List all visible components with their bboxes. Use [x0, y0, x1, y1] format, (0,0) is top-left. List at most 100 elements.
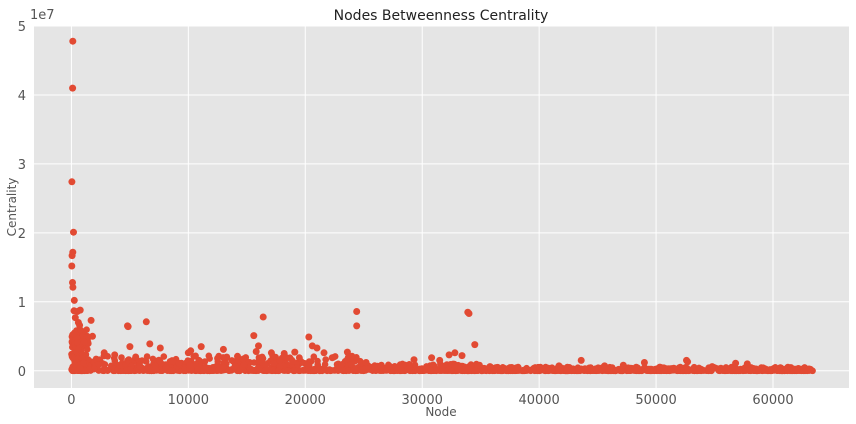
data-point	[451, 349, 459, 357]
data-point	[555, 362, 563, 370]
data-point	[142, 358, 150, 365]
data-point	[100, 349, 108, 357]
data-point	[118, 354, 125, 361]
data-point	[514, 363, 522, 371]
data-point	[255, 357, 263, 365]
data-points	[68, 37, 816, 375]
data-point	[732, 359, 740, 367]
data-point	[291, 367, 299, 375]
plot-area	[34, 26, 849, 388]
data-point	[228, 357, 236, 364]
data-point	[612, 367, 619, 375]
data-point	[371, 364, 379, 371]
data-point	[644, 366, 651, 374]
data-point	[806, 365, 814, 373]
data-point	[508, 364, 516, 371]
data-point	[146, 340, 154, 348]
data-point	[220, 358, 228, 366]
data-point	[743, 360, 751, 368]
data-point	[85, 366, 93, 374]
data-point	[74, 339, 81, 346]
data-point	[156, 344, 164, 352]
data-point	[661, 367, 668, 375]
data-point	[563, 367, 570, 375]
data-point	[276, 357, 283, 364]
data-point	[393, 363, 400, 371]
data-point	[111, 351, 119, 359]
data-point	[427, 367, 435, 374]
data-point	[410, 356, 418, 364]
x-tick-labels: 0 10000 20000 30000 40000 50000 60000	[67, 393, 793, 408]
data-point	[116, 362, 123, 369]
y-tick-label: 3	[18, 158, 26, 173]
data-point	[428, 354, 436, 362]
data-point	[169, 357, 177, 365]
data-point	[357, 360, 365, 367]
data-point	[423, 363, 430, 370]
data-point	[239, 355, 247, 363]
x-tick-label: 40000	[518, 393, 559, 408]
data-point	[240, 361, 248, 369]
data-point	[313, 344, 321, 352]
data-point	[160, 353, 168, 360]
data-point	[126, 343, 134, 351]
data-point	[234, 352, 241, 360]
data-point	[436, 356, 444, 364]
data-point	[305, 333, 313, 341]
data-point	[353, 322, 361, 330]
data-point	[640, 359, 648, 366]
data-point	[569, 367, 576, 374]
data-point	[476, 361, 483, 369]
data-point	[296, 354, 303, 361]
data-point	[103, 366, 110, 374]
y-tick-label: 2	[18, 227, 26, 242]
data-point	[284, 367, 292, 375]
data-point	[445, 351, 453, 359]
x-tick-label: 30000	[402, 393, 443, 408]
data-point	[69, 84, 77, 92]
data-point	[255, 366, 263, 374]
data-point	[69, 37, 77, 45]
y-tick-label: 0	[18, 365, 26, 380]
x-axis-title: Node	[425, 405, 456, 419]
data-point	[520, 366, 527, 374]
data-point	[184, 349, 192, 357]
data-point	[318, 367, 326, 375]
data-point	[335, 366, 343, 374]
data-point	[601, 362, 609, 370]
data-point	[768, 367, 775, 374]
data-point	[76, 306, 84, 314]
data-point	[214, 354, 222, 362]
data-point	[225, 367, 233, 375]
data-point	[575, 367, 582, 375]
data-point	[320, 349, 328, 357]
data-point	[69, 354, 76, 362]
data-point	[91, 365, 98, 373]
data-point	[696, 367, 703, 374]
data-point	[262, 361, 269, 369]
data-point	[619, 361, 627, 369]
data-point	[348, 352, 356, 360]
data-point	[310, 366, 318, 373]
data-point	[481, 366, 488, 374]
data-point	[411, 361, 419, 369]
data-point	[451, 362, 458, 370]
data-point	[248, 366, 256, 374]
data-point	[76, 364, 84, 372]
data-point	[252, 348, 260, 355]
data-point	[303, 366, 311, 374]
data-point	[486, 363, 494, 371]
data-point	[338, 361, 345, 369]
data-point	[353, 308, 361, 315]
data-point	[96, 356, 103, 364]
data-point	[722, 364, 730, 371]
data-point	[68, 262, 76, 270]
data-point	[322, 356, 330, 363]
data-point	[215, 366, 223, 373]
data-point	[618, 367, 625, 374]
y-tick-labels: 0 1 2 3 4 5	[18, 20, 26, 380]
data-point	[343, 348, 351, 356]
data-point	[70, 296, 78, 304]
data-point	[87, 316, 95, 324]
data-point	[708, 363, 716, 371]
